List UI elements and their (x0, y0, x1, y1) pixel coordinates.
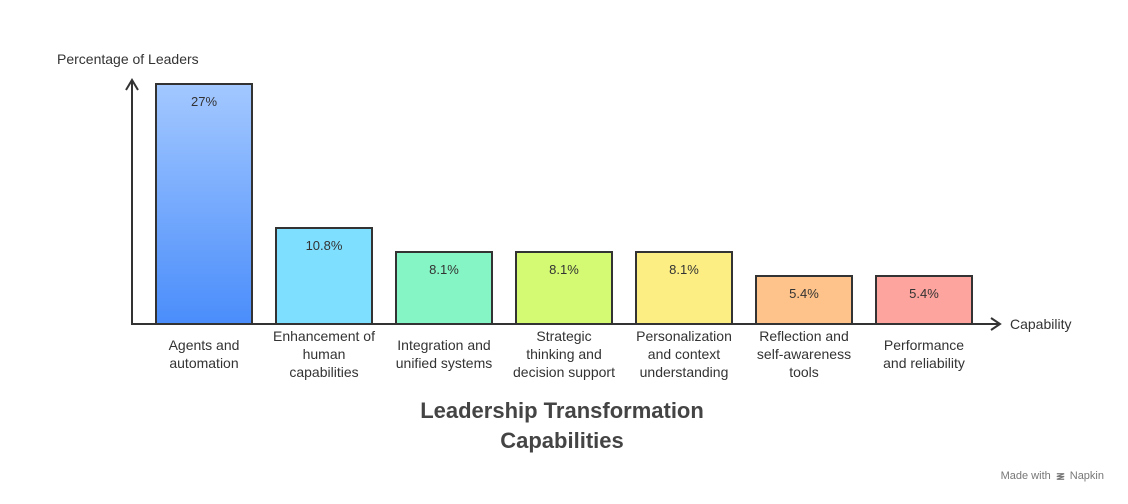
bar-7 (875, 275, 973, 325)
bars-group: 27% 10.8% 8.1% 8.1% 8.1% 5.4% 5.4% (155, 83, 973, 325)
category-label-6: Reflection and self-awareness tools (757, 328, 851, 380)
bar-2 (275, 227, 373, 325)
footer-credit: Made with Napkin (1001, 470, 1104, 482)
bar-5 (635, 251, 733, 325)
category-label-2: Enhancement of human capabilities (273, 328, 375, 380)
category-label-3: Integration and unified systems (396, 337, 492, 371)
bar-1 (155, 83, 253, 325)
chart-title: Leadership Transformation Capabilities (420, 398, 704, 453)
category-label-7: Performance and reliability (883, 337, 965, 371)
chart-title-text: Leadership Transformation Capabilities (420, 398, 704, 453)
value-label-5: 8.1% (669, 262, 699, 277)
category-label-1: Agents and automation (169, 337, 240, 371)
value-label-2: 10.8% (306, 238, 343, 253)
x-axis-title: Capability (1010, 316, 1071, 332)
x-axis-arrow (990, 317, 1002, 331)
y-axis-title: Percentage of Leaders (57, 51, 199, 67)
axes-group: Percentage of Leaders Capability (57, 51, 1071, 332)
category-labels: Agents and automation Enhancement of human c… (169, 328, 965, 380)
made-with-text: Made with (1000, 470, 1051, 482)
napkin-brand-text: Napkin (1069, 470, 1104, 482)
value-label-3: 8.1% (429, 262, 459, 277)
y-axis-arrow (125, 78, 139, 91)
napkin-logo-icon (1056, 472, 1065, 480)
value-label-4: 8.1% (549, 262, 579, 277)
value-label-1: 27% (191, 94, 217, 109)
category-label-5: Personalization and context understanding (636, 328, 732, 380)
bar-3 (395, 251, 493, 325)
value-label-6: 5.4% (789, 286, 819, 301)
category-label-4: Strategic thinking and decision support (513, 328, 615, 380)
value-label-7: 5.4% (909, 286, 939, 301)
